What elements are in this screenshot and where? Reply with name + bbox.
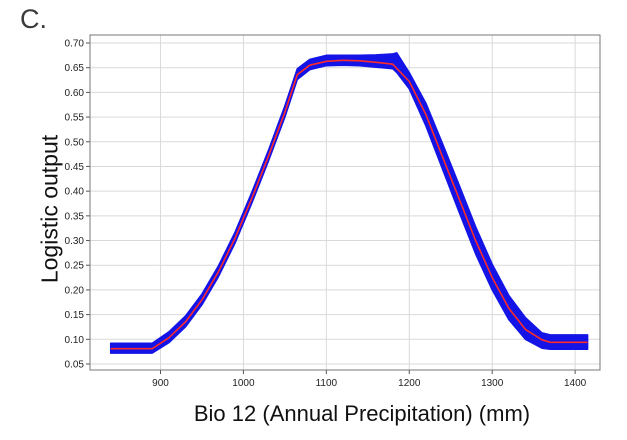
axes: 900 1000 1100 1200 1300 1400 0.05 0.10 0.15 0.20 0… xyxy=(65,34,601,389)
x-tick-label: 1300 xyxy=(481,378,504,389)
x-tick-label: 1200 xyxy=(398,378,421,389)
y-tick-label: 0.35 xyxy=(65,211,85,222)
y-tick-label: 0.15 xyxy=(65,310,85,321)
confidence-band xyxy=(109,52,589,354)
y-tick-label: 0.30 xyxy=(65,236,85,247)
x-tick-label: 1100 xyxy=(316,378,338,389)
x-tick-label: 900 xyxy=(152,378,169,389)
y-tick-label: 0.70 xyxy=(65,39,85,50)
y-tick-label: 0.55 xyxy=(65,113,85,124)
y-tick-label: 0.25 xyxy=(65,261,85,272)
y-tick-label: 0.05 xyxy=(65,360,85,371)
y-tick-label: 0.60 xyxy=(65,88,85,99)
plot-frame xyxy=(89,34,601,371)
y-tick-label: 0.45 xyxy=(65,162,85,173)
y-tick-label: 0.50 xyxy=(65,137,85,148)
y-tick-label: 0.40 xyxy=(65,187,85,198)
series-line xyxy=(110,59,588,350)
y-tick-label: 0.10 xyxy=(65,335,85,346)
x-tick-label: 1400 xyxy=(564,378,587,389)
x-axis-label: Bio 12 (Annual Precipitation) (mm) xyxy=(193,401,531,426)
y-tick-label: 0.65 xyxy=(65,63,85,74)
mean-line xyxy=(110,59,588,350)
panel-label: C. xyxy=(20,4,47,34)
x-tick-label: 1000 xyxy=(232,378,255,389)
y-tick-label: 0.20 xyxy=(65,285,85,296)
band-area xyxy=(109,52,589,354)
